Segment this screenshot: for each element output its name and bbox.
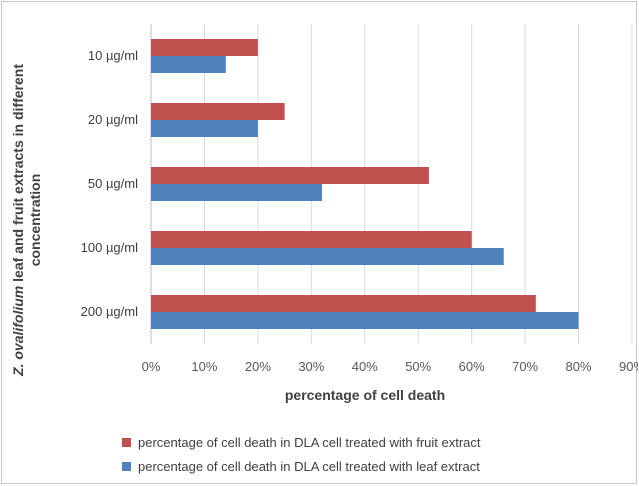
bar-fruit-extract xyxy=(151,167,429,184)
x-tick-label: 60% xyxy=(459,359,485,374)
category-labels: 10 µg/ml 20 µg/ml 50 µg/ml 100 µg/ml 200 µg/… xyxy=(81,48,138,319)
category-label: 20 µg/ml xyxy=(88,112,138,127)
category-label: 100 µg/ml xyxy=(81,240,138,255)
x-tick-label: 70% xyxy=(512,359,538,374)
x-tick-label: 20% xyxy=(245,359,271,374)
legend: percentage of cell death in DLA cell tre… xyxy=(122,430,632,478)
x-tick-label: 0% xyxy=(142,359,161,374)
x-tick-label: 90% xyxy=(619,359,638,374)
category-label: 50 µg/ml xyxy=(88,176,138,191)
legend-swatch-fruit xyxy=(122,437,131,447)
x-tick-label: 30% xyxy=(298,359,324,374)
y-axis-label-part-2: ovalifolium xyxy=(10,286,26,360)
bar-leaf-extract xyxy=(151,120,258,137)
bar-chart: 0% 10% 20% 30% 40% 50% 60% 70% 80% 90% 10 µg/ml 20… xyxy=(10,24,638,403)
bar-fruit-extract xyxy=(151,103,285,120)
y-axis-label-part-1: Z. xyxy=(10,360,26,377)
legend-label-leaf: percentage of cell death in DLA cell tre… xyxy=(138,458,480,474)
bar-leaf-extract xyxy=(151,56,226,73)
x-tick-label: 50% xyxy=(405,359,431,374)
bar-leaf-extract xyxy=(151,184,323,201)
y-axis-label-line-2: concentration xyxy=(27,174,43,267)
x-axis-label: percentage of cell death xyxy=(285,387,445,403)
legend-item-fruit: percentage of cell death in DLA cell tre… xyxy=(122,430,632,454)
category-label: 10 µg/ml xyxy=(88,48,138,63)
x-tick-labels: 0% 10% 20% 30% 40% 50% 60% 70% 80% 90% xyxy=(142,359,638,374)
x-tick-label: 10% xyxy=(191,359,217,374)
category-label: 200 µg/ml xyxy=(81,304,138,319)
bar-fruit-extract xyxy=(151,295,536,312)
bar-leaf-extract xyxy=(151,248,504,265)
bar-leaf-extract xyxy=(151,312,579,329)
legend-label-fruit: percentage of cell death in DLA cell tre… xyxy=(138,434,481,450)
bar-fruit-extract xyxy=(151,231,472,248)
y-axis-label: Z. ovalifolium leaf and fruit extracts i… xyxy=(10,64,26,377)
bars xyxy=(151,39,579,329)
legend-item-leaf: percentage of cell death in DLA cell tre… xyxy=(122,454,632,478)
bar-fruit-extract xyxy=(151,39,258,56)
legend-swatch-leaf xyxy=(122,461,131,471)
y-axis-label-part-3: leaf and fruit extracts in different xyxy=(10,64,26,286)
x-tick-label: 80% xyxy=(566,359,592,374)
x-tick-label: 40% xyxy=(352,359,378,374)
